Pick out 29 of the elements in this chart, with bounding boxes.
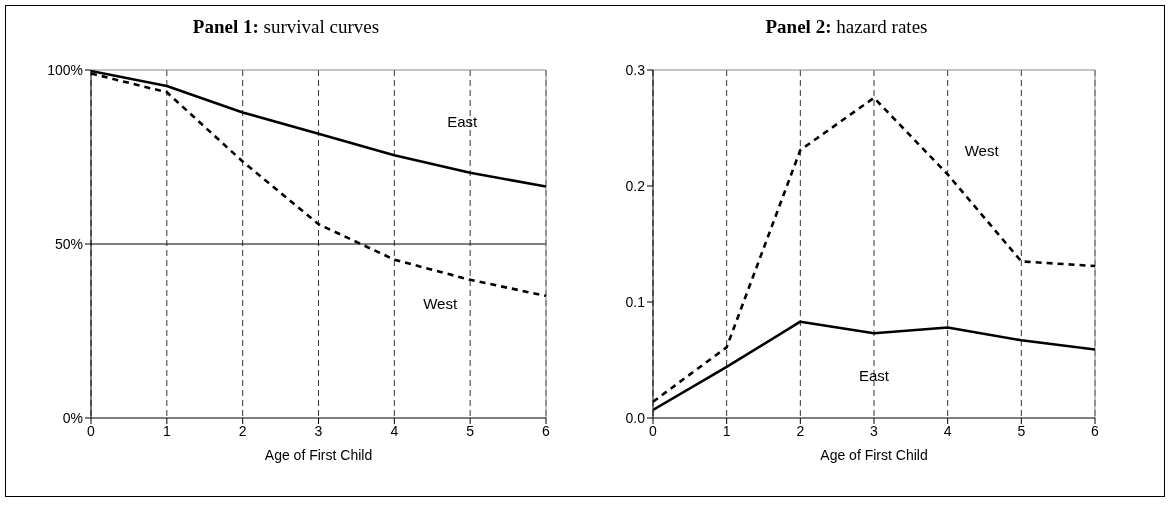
chart-title: Panel 2: hazard rates <box>764 15 929 39</box>
x-tick-label: 3 <box>870 422 879 439</box>
chart-title: Panel 1: survival curves <box>191 15 381 39</box>
y-tick-label: 0.1 <box>625 293 646 310</box>
text: East <box>447 112 479 130</box>
series-label: West <box>423 294 458 312</box>
x-axis-title: Age of First Child <box>264 447 373 463</box>
x-tick-label: 1 <box>162 422 171 439</box>
x-tick-label: 5 <box>1017 422 1026 439</box>
x-tick-label: 2 <box>238 422 247 439</box>
series-label: West <box>964 142 1000 160</box>
x-tick-label: 6 <box>542 422 551 439</box>
x-tick-label: 5 <box>466 422 475 439</box>
text: East <box>858 367 890 385</box>
x-tick-label: 0 <box>87 422 96 439</box>
x-tick-label: 4 <box>943 422 952 439</box>
y-tick-label: 0.0 <box>625 409 646 426</box>
y-tick-label: 0.3 <box>625 61 646 78</box>
y-tick-label: 0% <box>62 409 83 426</box>
x-axis-title: Age of First Child <box>820 447 928 463</box>
x-tick-label: 0 <box>649 422 658 439</box>
x-tick-label: 1 <box>722 422 731 439</box>
y-tick-label: 100% <box>47 61 83 78</box>
x-tick-label: 2 <box>796 422 805 439</box>
y-tick-label: 0.2 <box>625 177 646 194</box>
x-tick-label: 6 <box>1091 422 1100 439</box>
x-tick-label: 3 <box>314 422 323 439</box>
x-tick-label: 4 <box>390 422 399 439</box>
y-tick-label: 50% <box>54 235 83 252</box>
